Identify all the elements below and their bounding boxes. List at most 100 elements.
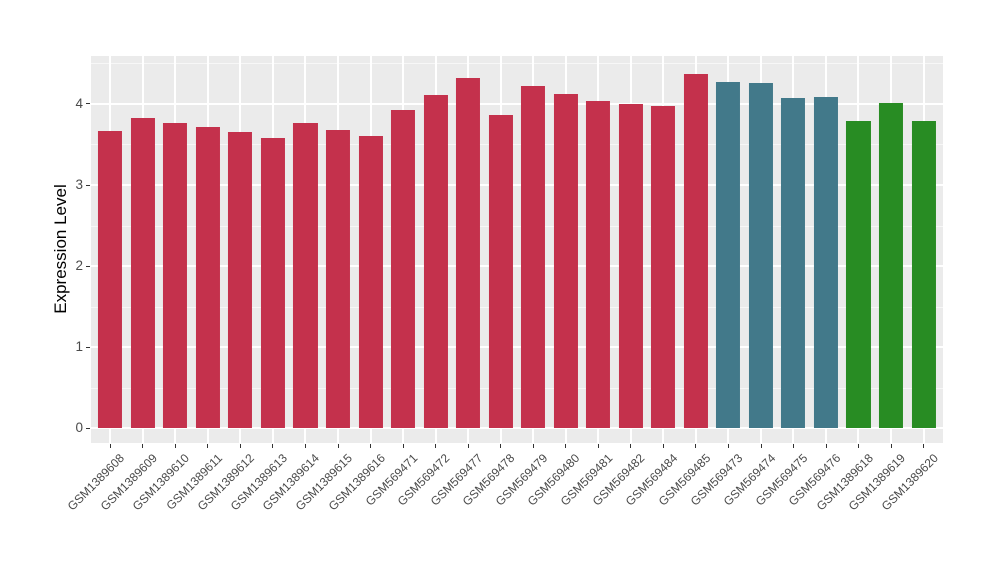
- x-tick-mark: [858, 444, 860, 448]
- bar-slot: [517, 56, 550, 443]
- x-tick-mark: [890, 444, 892, 448]
- minor-gridline: [91, 225, 943, 227]
- x-tick-mark: [793, 444, 795, 448]
- bar: [358, 135, 383, 429]
- x-tick-mark: [239, 444, 241, 448]
- bar: [716, 81, 741, 429]
- y-axis-title: Expression Level: [51, 184, 70, 314]
- y-tick-mark: [86, 184, 90, 186]
- y-tick-label: 2: [75, 258, 83, 274]
- minor-gridline: [91, 306, 943, 308]
- bar: [228, 132, 253, 429]
- major-gridline: [91, 265, 943, 268]
- y-tick-mark: [86, 265, 90, 267]
- bar-slot: [192, 56, 225, 443]
- x-tick-mark: [923, 444, 925, 448]
- x-tick-mark: [532, 444, 534, 448]
- bar: [911, 120, 936, 429]
- bar: [781, 98, 806, 429]
- x-tick-mark: [695, 444, 697, 448]
- x-tick-mark: [402, 444, 404, 448]
- bar: [488, 115, 513, 429]
- bar: [553, 94, 578, 429]
- x-tick-mark: [760, 444, 762, 448]
- major-gridline: [91, 346, 943, 349]
- bar: [748, 82, 773, 429]
- minor-gridline: [91, 63, 943, 65]
- major-gridline: [91, 102, 943, 105]
- bar: [260, 137, 285, 429]
- x-tick-mark: [500, 444, 502, 448]
- bar-slot: [289, 56, 322, 443]
- bar: [586, 101, 611, 429]
- x-tick-mark: [207, 444, 209, 448]
- bar-slot: [484, 56, 517, 443]
- bar-slot: [842, 56, 875, 443]
- minor-gridline: [91, 144, 943, 146]
- bar-slot: [810, 56, 843, 443]
- bar-slot: [712, 56, 745, 443]
- bar-slot: [257, 56, 290, 443]
- x-tick-mark: [174, 444, 176, 448]
- bar: [163, 122, 188, 429]
- plot-panel: [91, 56, 943, 443]
- x-tick-mark: [305, 444, 306, 448]
- bar: [651, 106, 676, 429]
- x-tick-mark: [370, 444, 372, 448]
- minor-gridline: [91, 387, 943, 389]
- bar: [878, 103, 904, 429]
- x-tick-mark: [272, 444, 274, 448]
- bar: [325, 129, 351, 429]
- y-tick-mark: [86, 103, 90, 105]
- bar-slot: [582, 56, 615, 443]
- bar: [521, 86, 546, 429]
- bar: [846, 120, 871, 429]
- bar-slot: [94, 56, 127, 443]
- bar-slot: [745, 56, 778, 443]
- bar-slot: [875, 56, 908, 443]
- bar-slot: [224, 56, 257, 443]
- x-tick-mark: [597, 444, 599, 448]
- bar-slot: [615, 56, 648, 443]
- bar-slot: [127, 56, 160, 443]
- bar: [423, 94, 448, 429]
- y-tick-mark: [86, 427, 90, 429]
- bar-slot: [647, 56, 680, 443]
- bar-slot: [452, 56, 485, 443]
- bar-slot: [159, 56, 192, 443]
- bar-slot: [387, 56, 420, 443]
- bar: [683, 73, 708, 429]
- bar-slot: [777, 56, 810, 443]
- bar: [98, 130, 123, 429]
- y-tick-mark: [86, 346, 90, 348]
- y-tick-label: 3: [75, 177, 83, 192]
- bar-slot: [680, 56, 713, 443]
- x-tick-mark: [142, 444, 144, 448]
- bar-slot: [907, 56, 940, 443]
- bar-slot: [354, 56, 387, 443]
- x-tick-mark: [109, 444, 111, 448]
- x-tick-mark: [728, 444, 729, 448]
- y-tick-label: 0: [75, 420, 83, 436]
- bar: [293, 122, 318, 429]
- y-tick-label: 1: [75, 339, 83, 355]
- x-tick-mark: [337, 444, 339, 448]
- bar-slot: [549, 56, 582, 443]
- x-tick-mark: [630, 444, 632, 448]
- bar: [130, 117, 155, 429]
- bar: [391, 109, 416, 429]
- major-gridline: [91, 183, 943, 186]
- x-tick-mark: [467, 444, 469, 448]
- x-tick-mark: [435, 444, 437, 448]
- bar-slot: [419, 56, 452, 443]
- major-gridline: [91, 427, 943, 430]
- bars-area: [94, 56, 940, 443]
- bar: [618, 103, 643, 429]
- bar: [456, 77, 481, 429]
- x-tick-mark: [825, 444, 827, 448]
- x-tick-mark: [565, 444, 567, 448]
- y-tick-label: 4: [75, 95, 83, 111]
- bar-slot: [322, 56, 355, 443]
- bar: [813, 97, 838, 429]
